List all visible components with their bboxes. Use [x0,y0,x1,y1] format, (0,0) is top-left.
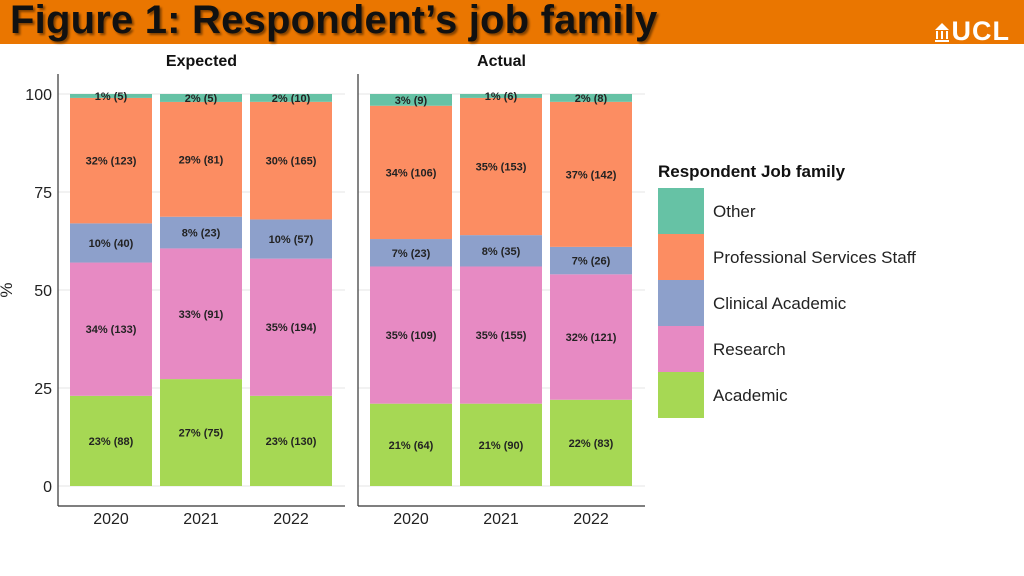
ucl-portico-icon [934,23,949,42]
header-bar [0,0,1024,44]
bar-segment [460,266,542,404]
data-label: 35% (109) [386,330,437,342]
legend-label: Clinical Academic [713,294,847,313]
data-label: 34% (106) [386,167,437,179]
data-label: 2% (8) [575,93,608,105]
x-tick-label: 2020 [393,511,429,528]
bar-segment [370,239,452,267]
slide-title: Figure 1: Respondent’s job family [10,0,658,42]
bar-segment [370,403,452,486]
bar-segment [460,94,542,98]
bar-segment [250,101,332,220]
bar-segment [160,379,242,486]
bar-segment [70,97,152,224]
data-label: 8% (23) [182,228,221,240]
data-label: 21% (90) [479,440,524,452]
x-tick-label: 2020 [93,511,129,528]
bar-segment [160,248,242,380]
data-label: 2% (5) [185,93,218,105]
data-label: 30% (165) [266,156,317,168]
bar-segment [370,94,452,106]
stacked-bar-chart: % 0 25 50 75 100 Expected 23% (88) 34% (133) 10% … [0,53,916,528]
data-label: 10% (40) [89,238,134,250]
y-tick-label: 0 [43,479,52,496]
legend-swatch [658,234,704,280]
bar-segment [550,399,632,486]
bar-segment [160,94,242,102]
bar-segment [550,274,632,400]
bar-segment [550,246,632,275]
bar-segment [70,94,152,98]
y-tick-label: 50 [34,283,52,300]
legend-label: Professional Services Staff [713,248,916,267]
bar-segment [460,97,542,236]
x-tick-label: 2021 [183,511,219,528]
data-label: 27% (75) [179,428,224,440]
x-tick-label: 2022 [573,511,609,528]
data-label: 32% (121) [566,332,617,344]
data-label: 29% (81) [179,154,224,166]
data-label: 33% (91) [179,309,224,321]
bar-segment [250,258,332,396]
data-label: 10% (57) [269,234,314,246]
legend-label: Academic [713,386,788,405]
y-axis-label: % [0,282,16,297]
y-tick-label: 25 [34,381,52,398]
bar-segment [250,219,332,259]
legend-swatch [658,188,704,234]
bar-segment [70,223,152,263]
data-label: 32% (123) [86,156,137,168]
y-tick-label: 75 [34,185,52,202]
x-tick-label: 2021 [483,511,519,528]
data-label: 21% (64) [389,440,434,452]
data-label: 37% (142) [566,169,617,181]
facet-title: Actual [477,53,526,70]
y-tick-label: 100 [25,87,52,104]
data-label: 35% (153) [476,162,527,174]
legend-title: Respondent Job family [658,162,846,181]
legend-swatch [658,326,704,372]
bar-segment [370,105,452,240]
facet-title: Expected [166,53,237,70]
bar-segment [460,403,542,486]
data-label: 7% (23) [392,248,431,260]
data-label: 1% (6) [485,91,518,103]
data-label: 7% (26) [572,256,611,268]
x-tick-label: 2022 [273,511,309,528]
ucl-logo: UCL [934,16,1011,46]
bar-segment [250,395,332,486]
bar-segment [550,101,632,247]
bar-segment [460,235,542,267]
bar-segment [70,395,152,486]
data-label: 34% (133) [86,324,137,336]
legend-label: Research [713,340,786,359]
bar-segment [550,94,632,102]
bar-segment [370,266,452,404]
data-label: 23% (130) [266,436,317,448]
legend-swatch [658,372,704,418]
bar-segment [160,101,242,217]
data-label: 2% (10) [272,93,311,105]
data-label: 23% (88) [89,436,134,448]
data-label: 3% (9) [395,95,428,107]
bar-segment [250,94,332,102]
legend-swatch [658,280,704,326]
data-label: 1% (5) [95,91,128,103]
ucl-logo-text: UCL [951,16,1010,46]
data-label: 35% (155) [476,330,527,342]
data-label: 22% (83) [569,438,614,450]
legend-label: Other [713,202,756,221]
bar-segment [160,216,242,249]
data-label: 35% (194) [266,322,317,334]
bar-segment [70,262,152,396]
data-label: 8% (35) [482,246,521,258]
